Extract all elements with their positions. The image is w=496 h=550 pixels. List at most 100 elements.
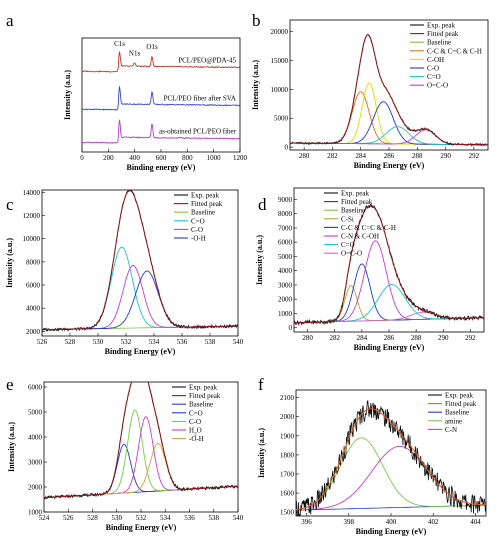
panel-a: a 0 200 400 600 800 1000 1200 Binding energy (eV… — [6, 11, 248, 172]
x-tick-label: 0 — [80, 154, 84, 162]
y-axis-title: Intensity (a.u.) — [251, 60, 260, 110]
legend-label-part: Baseline — [189, 401, 213, 409]
survey-line — [82, 86, 240, 111]
y-tick-label: 14000 — [23, 189, 41, 197]
x-tick-label: 526 — [63, 514, 74, 522]
y-tick-label: 1000 — [278, 310, 293, 318]
x-tick-label: 538 — [209, 514, 220, 522]
x-tick-label: 292 — [469, 152, 480, 160]
legend-label-part: H — [189, 427, 194, 435]
x-tick-label: 284 — [355, 152, 366, 160]
panel-letter-f: f — [258, 375, 264, 394]
component-line — [296, 445, 486, 511]
x-tick-label: 540 — [233, 338, 244, 346]
x-tick-label: 536 — [184, 514, 195, 522]
legend-label: Exp. peak — [191, 192, 219, 200]
legend-label: O=C-O — [341, 250, 362, 258]
peak-label: O1s — [146, 43, 158, 51]
legend-label: -O-H — [189, 435, 204, 443]
component-line — [44, 409, 238, 499]
x-tick-label: 524 — [39, 514, 50, 522]
panel-d: d 280 282 284 286 288 290 292 0 1000 2000 3000 4000 5… — [255, 187, 485, 352]
x-axis-title: Binding Energy (eV) — [356, 527, 427, 536]
y-tick-label: 2000 — [280, 413, 295, 421]
x-tick-label: 288 — [411, 334, 422, 342]
x-tick-label: 396 — [301, 518, 312, 526]
legend-label: Exp. peak — [445, 392, 473, 400]
x-tick-label: 540 — [233, 514, 244, 522]
x-tick-label: 530 — [93, 338, 104, 346]
peak-label: N1s — [129, 49, 141, 57]
legend-label: C-N — [445, 426, 457, 434]
legend-label-part: C-O — [189, 418, 201, 426]
y-tick-label: 3000 — [278, 281, 293, 289]
x-axis-title: Binding Energy (eV) — [354, 343, 425, 352]
x-tick-label: 1000 — [207, 154, 222, 162]
legend-label: amine — [445, 417, 462, 425]
legend-label: Fitted peak — [445, 400, 477, 408]
legend-label-part: Fitted peak — [445, 400, 477, 408]
legend-label: Baseline — [189, 401, 213, 409]
y-tick-label: 6000 — [26, 282, 41, 290]
panel-letter-b: b — [252, 11, 261, 30]
series-label: as-obtained PCL/PEO fiber — [159, 128, 237, 136]
component-line — [42, 264, 238, 331]
x-tick-label: 534 — [160, 514, 171, 522]
y-tick-label: 2000 — [26, 328, 41, 336]
y-axis-title: Intensity (a.u.) — [7, 422, 16, 472]
legend-label-part: Fitted peak — [189, 392, 221, 400]
y-axis-title: Intensity (a.u.) — [257, 428, 266, 478]
component-line — [290, 82, 488, 146]
legend-label-part: C-C & C=C & C-H — [427, 47, 482, 55]
legend-label: C=O — [191, 217, 205, 225]
exp-peak-line — [294, 203, 484, 326]
legend-label: C-O — [427, 65, 439, 73]
plot-area — [42, 190, 238, 332]
x-tick-label: 1200 — [233, 154, 248, 162]
component-line — [290, 101, 488, 146]
y-tick-label: 7000 — [278, 224, 293, 232]
y-axis-title: Intensity (a.u.) — [5, 238, 14, 288]
legend-label-part: C=O — [189, 409, 203, 417]
y-tick-label: 5000 — [274, 115, 289, 123]
y-tick-label: 1500 — [280, 509, 295, 517]
plot-area — [82, 51, 240, 144]
legend-label-part: Fitted peak — [427, 30, 459, 38]
panel-letter-e: e — [6, 375, 14, 394]
legend-label: Exp. peak — [189, 384, 217, 392]
y-tick-label: 20000 — [271, 28, 289, 36]
y-tick-label: 8000 — [26, 258, 41, 266]
y-tick-label: 6000 — [278, 239, 293, 247]
fitted-peak-line — [294, 205, 484, 324]
x-axis-title: Binding Energy (eV) — [105, 347, 176, 356]
component-line — [44, 443, 238, 499]
legend-label-part: C-OH — [427, 56, 444, 64]
legend-label: Exp. peak — [341, 190, 369, 198]
y-tick-label: 1600 — [280, 490, 295, 498]
y-tick-label: 15000 — [271, 57, 289, 65]
component-line — [290, 91, 488, 146]
legend-label: H2O — [189, 427, 202, 438]
legend-label-part: -O-H — [189, 435, 204, 443]
legend-label-part: C-C & C=C & C-H — [341, 224, 396, 232]
x-tick-label: 286 — [384, 334, 395, 342]
x-tick-label: 534 — [149, 338, 160, 346]
x-tick-label: 400 — [129, 154, 140, 162]
legend-label-part: Exp. peak — [427, 22, 455, 30]
legend-label: C=O — [341, 241, 355, 249]
y-tick-label: 5000 — [28, 409, 43, 417]
plot-area — [290, 34, 488, 147]
component-line — [294, 284, 484, 324]
y-tick-label: 1800 — [280, 451, 295, 459]
legend-label: C-C & C=C & C-H — [427, 47, 482, 55]
legend-label-part: 2 — [194, 432, 197, 437]
survey-line — [82, 51, 240, 73]
y-tick-label: 2000 — [278, 296, 293, 304]
legend-label-part: C=O — [191, 217, 205, 225]
x-tick-label: 292 — [465, 334, 476, 342]
legend-label: -O-H — [191, 235, 206, 243]
legend-label-part: C-O — [427, 65, 439, 73]
legend-label: C-O — [189, 418, 201, 426]
legend-label: Baseline — [445, 409, 469, 417]
panel-c: c 526 528 530 532 534 536 538 540 2000 4000 6000 800… — [5, 189, 244, 356]
